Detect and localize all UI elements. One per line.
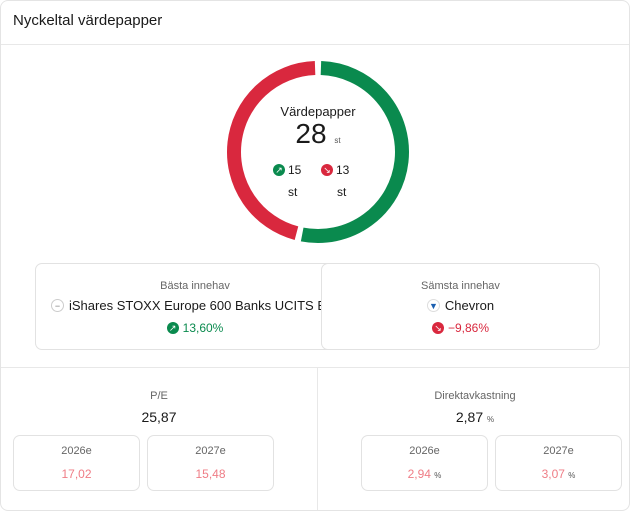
yield-forecast-2027: 2027e 3,07 % bbox=[495, 435, 622, 491]
holdings-label: Värdepapper bbox=[280, 104, 356, 119]
worst-holding-card[interactable]: Sämsta innehav ▼ Chevron ↘ −9,86% bbox=[321, 263, 600, 350]
up-unit: st bbox=[288, 185, 298, 199]
arrow-down-right-icon: ↘ bbox=[431, 322, 444, 334]
divider bbox=[1, 367, 629, 368]
forecast-unit: % bbox=[568, 471, 576, 480]
forecast-year: 2026e bbox=[409, 445, 440, 457]
best-holding-card[interactable]: Bästa innehav − iShares STOXX Europe 600 … bbox=[35, 263, 355, 350]
pe-forecast-2026: 2026e 17,02 bbox=[13, 435, 140, 491]
pe-forecast-2027: 2027e 15,48 bbox=[147, 435, 274, 491]
worst-holding-name: Chevron bbox=[444, 298, 495, 313]
pe-label: P/E bbox=[150, 390, 168, 402]
yield-forecast-2026: 2026e 2,94 % bbox=[361, 435, 488, 491]
forecast-year: 2027e bbox=[195, 445, 226, 457]
minus-logo-icon: − bbox=[51, 299, 64, 312]
holdings-donut-chart bbox=[227, 61, 409, 243]
best-holding-label: Bästa innehav bbox=[160, 280, 230, 292]
forecast-unit: % bbox=[434, 471, 442, 480]
up-count-value: 15 bbox=[288, 163, 302, 177]
divider bbox=[1, 44, 629, 45]
divider bbox=[317, 367, 318, 510]
card-title: Nyckeltal värdepapper bbox=[13, 12, 163, 29]
donut-segment-up bbox=[300, 61, 409, 243]
donut-segment-down bbox=[227, 61, 316, 240]
arrow-up-right-icon: ↗ bbox=[166, 322, 179, 334]
arrow-up-right-icon: ↗ bbox=[273, 164, 285, 176]
up-count: ↗ 15 bbox=[273, 163, 301, 177]
forecast-value: 15,48 bbox=[195, 467, 226, 481]
arrow-down-right-icon: ↘ bbox=[321, 164, 333, 176]
forecast-value: 2,94 bbox=[407, 467, 431, 481]
holdings-total: 28 st bbox=[258, 119, 378, 156]
best-holding-name: iShares STOXX Europe 600 Banks UCITS ETF bbox=[69, 298, 342, 313]
yield-value: 2,87 bbox=[455, 409, 484, 425]
worst-holding-label: Sämsta innehav bbox=[421, 280, 500, 292]
down-count: ↘ 13 bbox=[321, 163, 349, 177]
best-holding-change: 13,60% bbox=[182, 321, 224, 335]
chevron-logo-icon: ▼ bbox=[426, 299, 440, 312]
forecast-year: 2026e bbox=[61, 445, 92, 457]
pe-value: 25,87 bbox=[141, 409, 177, 425]
forecast-value: 17,02 bbox=[61, 467, 92, 481]
pe-metric: P/E 25,87 bbox=[1, 390, 317, 425]
total-unit: st bbox=[334, 136, 341, 145]
down-count-value: 13 bbox=[336, 163, 350, 177]
down-unit: st bbox=[337, 185, 347, 199]
total-value: 28 bbox=[295, 118, 327, 149]
yield-label: Direktavkastning bbox=[434, 390, 516, 402]
forecast-value: 3,07 bbox=[541, 467, 565, 481]
yield-metric: Direktavkastning 2,87 % bbox=[317, 390, 629, 425]
yield-unit: % bbox=[487, 415, 495, 424]
worst-holding-change: −9,86% bbox=[447, 321, 490, 335]
donut-center: Värdepapper 28 st bbox=[258, 104, 378, 156]
forecast-year: 2027e bbox=[543, 445, 574, 457]
